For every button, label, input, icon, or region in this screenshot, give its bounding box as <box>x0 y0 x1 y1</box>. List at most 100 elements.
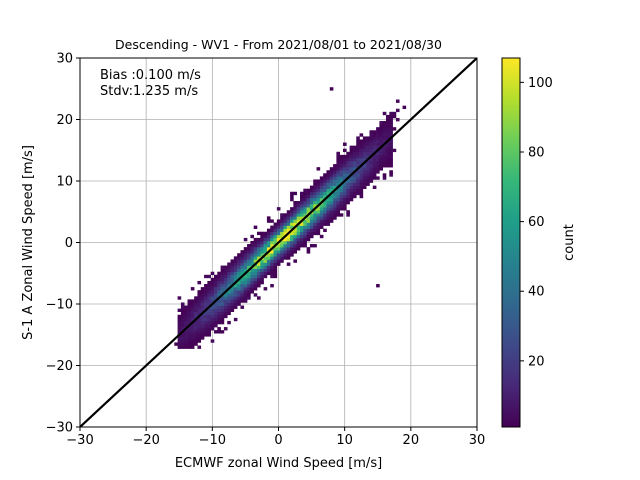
histogram-cell <box>366 154 370 159</box>
histogram-cell <box>293 250 297 254</box>
histogram-cell <box>290 244 294 248</box>
histogram-cell <box>369 167 374 171</box>
histogram-cell <box>243 259 248 263</box>
histogram-cell <box>237 293 241 297</box>
histogram-cell <box>204 333 208 337</box>
identity-reference-line <box>80 58 477 427</box>
histogram-cell <box>329 194 334 199</box>
histogram-cell <box>276 237 281 242</box>
histogram-cell <box>197 323 202 328</box>
histogram-cell <box>177 336 182 340</box>
y-tick-label: −10 <box>46 298 73 313</box>
y-tick-label: 20 <box>56 113 73 128</box>
histogram-cell <box>230 302 235 306</box>
histogram-cell <box>306 250 311 254</box>
histogram-cell <box>376 130 380 134</box>
histogram-cell <box>250 268 254 273</box>
histogram-cell <box>253 259 258 263</box>
histogram-cell <box>240 277 245 282</box>
histogram-cell <box>286 225 291 229</box>
histogram-cell <box>382 136 387 140</box>
histogram-cell <box>352 164 357 168</box>
histogram-cell <box>243 293 248 297</box>
histogram-cell <box>323 219 327 223</box>
histogram-cell <box>392 148 397 153</box>
histogram-cell <box>382 130 387 134</box>
histogram-cell <box>293 204 297 208</box>
histogram-cell <box>293 234 297 239</box>
histogram-cell <box>230 274 235 279</box>
histogram-cell <box>227 299 231 303</box>
histogram-cell <box>247 265 251 269</box>
histogram-cell <box>336 154 341 159</box>
histogram-cell <box>270 256 274 260</box>
histogram-cell <box>323 173 327 177</box>
histogram-cell <box>283 237 288 242</box>
histogram-cell <box>247 262 251 266</box>
histogram-cell <box>233 265 238 269</box>
histogram-cell <box>336 204 341 208</box>
histogram-cell <box>190 317 195 322</box>
histogram-cell <box>177 327 182 331</box>
histogram-cell <box>376 145 380 150</box>
histogram-cell <box>309 225 314 229</box>
histogram-cell <box>217 311 221 316</box>
histogram-cell <box>369 161 374 165</box>
histogram-cell <box>270 228 274 233</box>
histogram-cell <box>237 299 241 303</box>
histogram-cell <box>379 167 384 171</box>
histogram-cell <box>213 314 218 319</box>
histogram-cell <box>316 210 321 214</box>
histogram-cell <box>293 200 297 205</box>
histogram-cell <box>293 210 297 214</box>
histogram-cell <box>326 210 331 214</box>
histogram-cell <box>339 154 344 159</box>
histogram-cell <box>243 290 248 294</box>
histogram-cell <box>339 204 344 208</box>
histogram-cell <box>300 213 304 217</box>
histogram-cell <box>333 200 337 205</box>
histogram-cell <box>323 207 327 211</box>
histogram-cell <box>309 197 314 202</box>
histogram-cell <box>243 296 248 300</box>
histogram-cell <box>250 250 254 254</box>
histogram-cell <box>207 308 211 312</box>
histogram-cell <box>223 327 228 331</box>
histogram-cell <box>389 154 393 159</box>
histogram-cell <box>376 176 380 180</box>
histogram-cell <box>220 287 225 291</box>
colorbar-tick-label: 100 <box>528 76 553 91</box>
histogram-cell <box>237 290 241 294</box>
histogram-cell <box>376 167 380 171</box>
histogram-cell <box>233 262 238 266</box>
histogram-cell <box>362 157 367 162</box>
histogram-cell <box>187 330 192 334</box>
histogram-cell <box>210 314 215 319</box>
histogram-cell <box>283 240 288 245</box>
histogram-cell <box>356 151 360 156</box>
histogram-cell <box>223 314 228 319</box>
histogram-cell <box>213 277 218 282</box>
histogram-cell <box>233 284 238 288</box>
histogram-cell <box>329 219 334 223</box>
histogram-cell <box>280 250 284 254</box>
histogram-cell <box>200 305 205 309</box>
histogram-cell <box>240 265 245 269</box>
histogram-cell <box>204 284 208 288</box>
histogram-cell <box>184 333 188 337</box>
histogram-cell <box>190 305 195 309</box>
histogram-cell <box>339 179 344 183</box>
histogram-cell <box>333 185 337 189</box>
histogram-cell <box>333 216 337 220</box>
histogram-cell <box>306 225 311 229</box>
histogram-cell <box>250 277 254 282</box>
histogram-cell <box>303 197 307 202</box>
histogram-cell <box>187 339 192 343</box>
histogram-cell <box>326 204 331 208</box>
histogram-cell <box>369 136 374 140</box>
histogram-cell <box>286 219 291 223</box>
histogram-cell <box>233 305 238 309</box>
histogram-cell <box>283 247 288 251</box>
histogram-cell <box>250 271 254 276</box>
histogram-cell <box>276 222 281 226</box>
